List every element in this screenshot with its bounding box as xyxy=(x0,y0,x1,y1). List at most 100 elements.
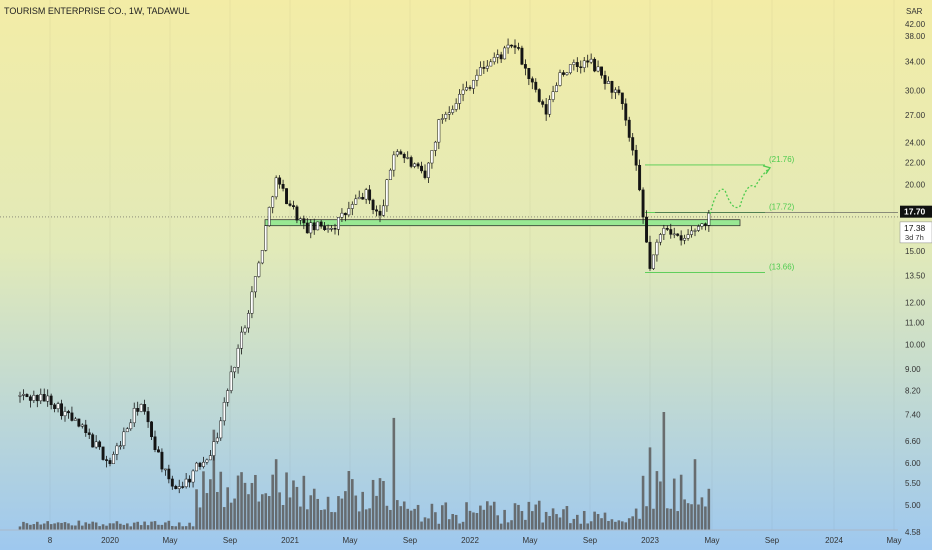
candle-body xyxy=(87,432,91,435)
volume-bar xyxy=(271,474,274,530)
candle-body xyxy=(607,81,610,84)
volume-bar xyxy=(413,508,416,530)
level-label: (21.76) xyxy=(769,155,795,164)
candle-body xyxy=(683,238,687,241)
volume-bar xyxy=(631,516,634,530)
candle-body xyxy=(378,210,382,216)
candle-body xyxy=(465,87,468,91)
volume-bar xyxy=(354,495,358,530)
candle-body xyxy=(451,109,455,113)
candle-body xyxy=(440,118,444,120)
candle-body xyxy=(157,449,160,453)
candle-body xyxy=(447,112,451,115)
volume-bar xyxy=(444,502,448,530)
candle-body xyxy=(548,99,552,115)
candle-body xyxy=(208,455,212,461)
volume-bar xyxy=(108,523,112,530)
candle-body xyxy=(496,54,500,58)
volume-bar xyxy=(267,496,271,530)
candle-body xyxy=(285,188,288,205)
volume-bar xyxy=(503,509,506,530)
candle-body xyxy=(402,153,406,159)
volume-bar xyxy=(389,509,392,530)
level-label: (13.66) xyxy=(769,263,795,272)
candle-body xyxy=(243,327,247,333)
candle-body xyxy=(676,233,680,236)
candle-body xyxy=(541,101,545,105)
volume-bar xyxy=(87,523,91,530)
volume-bar xyxy=(499,523,503,530)
volume-bar xyxy=(569,523,572,530)
candle-body xyxy=(323,226,327,230)
volume-bar xyxy=(209,479,212,530)
volume-bar xyxy=(690,504,693,530)
volume-bar xyxy=(534,504,538,530)
volume-bar xyxy=(392,417,396,530)
candle-body xyxy=(226,390,230,403)
volume-bar xyxy=(704,506,707,530)
volume-bar xyxy=(589,521,593,530)
volume-bar xyxy=(98,526,101,530)
candle-body xyxy=(170,478,174,487)
candle-body xyxy=(56,403,60,409)
volume-bar xyxy=(697,504,700,530)
volume-bar xyxy=(250,482,254,530)
candle-body xyxy=(413,163,417,167)
candle-body xyxy=(316,221,320,231)
candle-body xyxy=(67,411,70,414)
candle-body xyxy=(613,89,617,93)
candle-body xyxy=(586,60,590,63)
volume-bar xyxy=(150,521,153,530)
price-tick-label: 6.00 xyxy=(905,459,921,468)
volume-bar xyxy=(222,507,226,530)
candle-body xyxy=(399,151,403,155)
level-label: (17.72) xyxy=(769,202,795,211)
candle-body xyxy=(350,204,354,209)
price-tick-label: 5.00 xyxy=(905,501,921,510)
volume-bar xyxy=(337,496,340,530)
volume-bar xyxy=(430,503,434,530)
volume-bar xyxy=(420,521,423,530)
candle-body xyxy=(212,441,216,456)
price-tick-label: 12.00 xyxy=(905,299,926,308)
volume-bar xyxy=(396,500,399,530)
volume-bar xyxy=(330,512,333,530)
volume-bar xyxy=(603,512,607,530)
volume-bar xyxy=(126,523,129,530)
candle-body xyxy=(326,228,330,230)
volume-bar xyxy=(157,524,160,530)
candle-body xyxy=(395,151,399,156)
candle-body xyxy=(492,57,496,63)
volume-bar xyxy=(679,474,683,530)
candle-body xyxy=(638,164,642,191)
candle-body xyxy=(143,404,147,412)
candle-body xyxy=(558,72,562,86)
candle-body xyxy=(125,428,129,433)
volume-bar xyxy=(112,523,115,530)
price-tick-label: 20.00 xyxy=(905,180,926,189)
volume-bars xyxy=(18,412,711,530)
candle-body xyxy=(506,44,510,49)
axes: 42.00 38.00 34.00 30.00 27.00 24.00 22.00 20.00… xyxy=(0,20,932,545)
candle-body xyxy=(510,44,513,47)
volume-bar xyxy=(32,524,36,530)
volume-bar xyxy=(326,496,330,530)
volume-bar xyxy=(624,522,628,530)
volume-bar xyxy=(292,480,295,530)
candle-body xyxy=(568,64,572,74)
candle-body xyxy=(292,205,295,208)
volume-bar xyxy=(316,498,319,530)
volume-bar xyxy=(683,499,686,530)
candle-body xyxy=(343,212,347,216)
candle-body xyxy=(406,157,410,159)
candle-body xyxy=(184,478,188,487)
volume-bar xyxy=(347,471,351,530)
price-tick-label: 30.00 xyxy=(905,87,926,96)
candle-body xyxy=(468,87,472,89)
volume-bar xyxy=(198,507,202,530)
candle-body xyxy=(603,75,607,84)
candle-body xyxy=(174,486,178,489)
volume-bar xyxy=(240,472,243,530)
